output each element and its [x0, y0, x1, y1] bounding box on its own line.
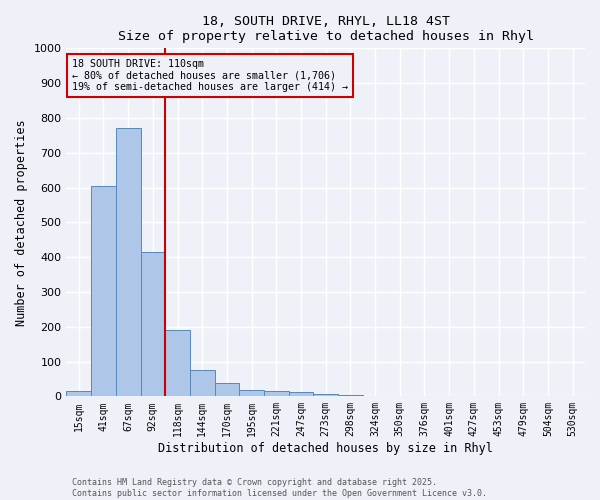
- Bar: [239, 390, 264, 396]
- Y-axis label: Number of detached properties: Number of detached properties: [15, 119, 28, 326]
- Bar: [338, 394, 363, 396]
- Title: 18, SOUTH DRIVE, RHYL, LL18 4ST
Size of property relative to detached houses in : 18, SOUTH DRIVE, RHYL, LL18 4ST Size of …: [118, 15, 534, 43]
- Bar: [264, 391, 289, 396]
- Bar: [165, 330, 190, 396]
- Bar: [313, 394, 338, 396]
- Bar: [67, 391, 91, 396]
- X-axis label: Distribution of detached houses by size in Rhyl: Distribution of detached houses by size …: [158, 442, 493, 455]
- Bar: [289, 392, 313, 396]
- Text: Contains HM Land Registry data © Crown copyright and database right 2025.
Contai: Contains HM Land Registry data © Crown c…: [72, 478, 487, 498]
- Bar: [215, 383, 239, 396]
- Bar: [140, 252, 165, 396]
- Bar: [91, 186, 116, 396]
- Text: 18 SOUTH DRIVE: 110sqm
← 80% of detached houses are smaller (1,706)
19% of semi-: 18 SOUTH DRIVE: 110sqm ← 80% of detached…: [71, 59, 347, 92]
- Bar: [190, 370, 215, 396]
- Bar: [116, 128, 140, 396]
